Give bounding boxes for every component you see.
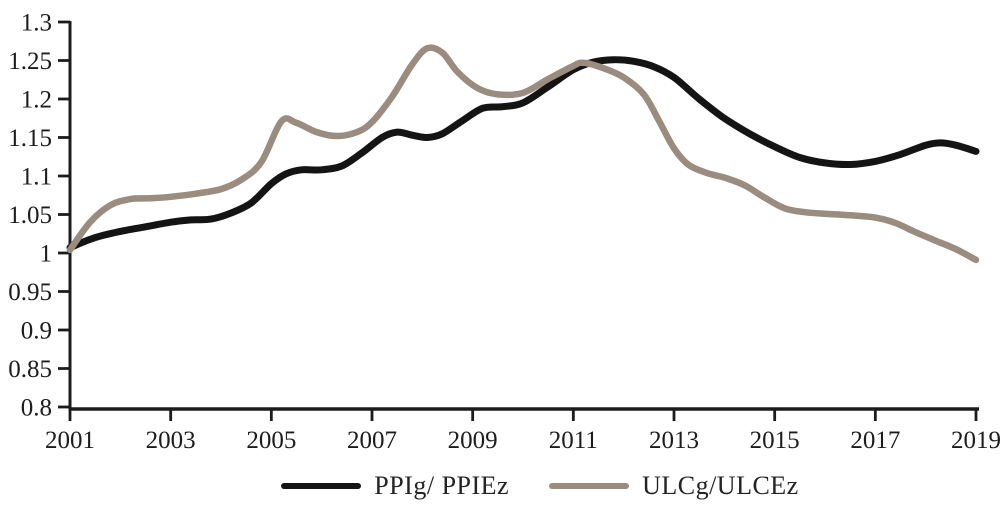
- legend-label: PPIg/ PPIEz: [374, 471, 510, 500]
- y-axis-tick-label: 1.25: [8, 48, 52, 75]
- x-axis-tick-label: 2011: [549, 427, 598, 454]
- y-axis-tick-label: 1: [40, 241, 53, 268]
- legend: PPIg/ PPIEz ULCg/ULCEz: [0, 471, 1008, 501]
- y-axis-tick-label: 1.15: [8, 125, 52, 152]
- x-axis-tick-label: 2019: [951, 427, 1001, 454]
- x-axis-tick-label: 2013: [649, 427, 699, 454]
- y-axis-tick-label: 1.05: [8, 202, 52, 229]
- x-axis-tick-label: 2015: [750, 427, 800, 454]
- x-axis-tick-label: 2017: [850, 427, 900, 454]
- y-axis-tick-label: 1.1: [21, 164, 52, 191]
- x-axis-tick-label: 2003: [146, 427, 196, 454]
- y-axis-tick-label: 1.2: [21, 87, 52, 114]
- x-axis-tick-label: 2001: [45, 427, 95, 454]
- x-axis-tick-label: 2005: [246, 427, 296, 454]
- x-axis-tick-label: 2009: [448, 427, 498, 454]
- y-axis-tick-label: 0.95: [8, 279, 52, 306]
- y-axis-tick-label: 0.8: [21, 395, 52, 422]
- y-axis-tick-label: 1.3: [21, 10, 52, 37]
- legend-line-swatch: [549, 483, 630, 489]
- legend-line-swatch: [281, 483, 362, 489]
- series-line-ppig-ppiez: [66, 56, 980, 252]
- x-axis-tick-label: 2007: [347, 427, 397, 454]
- y-axis-tick-label: 0.85: [8, 356, 52, 383]
- series-line-ulcg-ulcez: [66, 44, 980, 264]
- y-axis-tick-label: 0.9: [21, 318, 52, 345]
- legend-label: ULCg/ULCEz: [642, 471, 799, 500]
- legend-item-ppig-ppiez: PPIg/ PPIEz: [281, 471, 509, 501]
- legend-item-ulcg-ulcez: ULCg/ULCEz: [549, 471, 799, 501]
